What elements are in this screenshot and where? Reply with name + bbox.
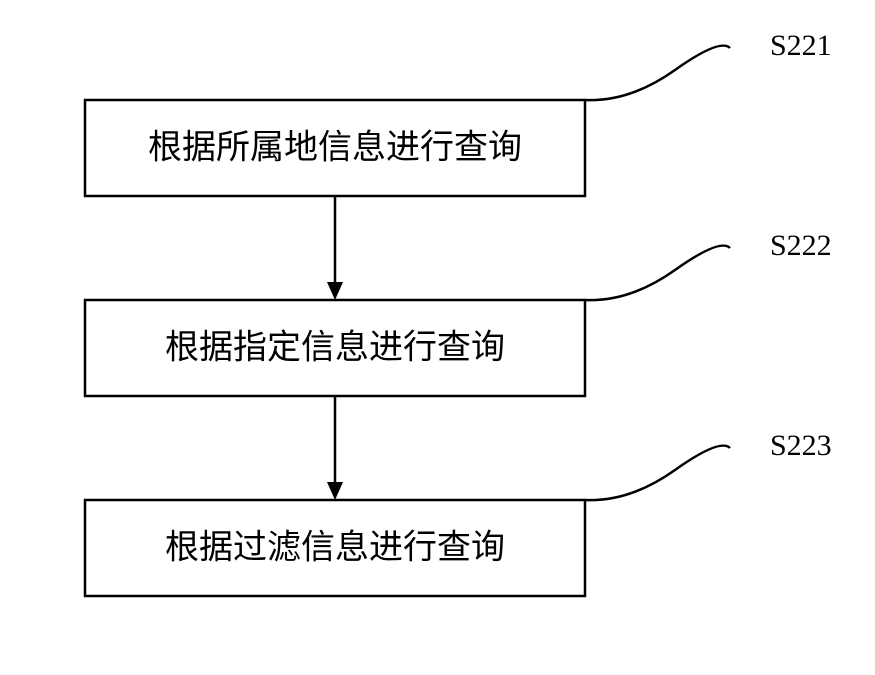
callout-label: S222 [770, 229, 832, 262]
flow-node-text: 根据过滤信息进行查询 [165, 529, 505, 567]
flow-node-n2: 根据指定信息进行查询 [85, 300, 585, 396]
callout-n3: S223 [585, 429, 832, 500]
edge-arrowhead [327, 282, 343, 300]
callout-label: S223 [770, 429, 832, 462]
callout-curve [585, 446, 730, 500]
flow-edge-n1-n2 [327, 196, 343, 300]
flowchart-canvas: 根据所属地信息进行查询根据指定信息进行查询根据过滤信息进行查询 S221 S222 S… [0, 0, 875, 675]
callout-n2: S222 [585, 229, 832, 300]
edge-arrowhead [327, 482, 343, 500]
flow-node-text: 根据指定信息进行查询 [165, 329, 505, 367]
callout-curve [585, 46, 730, 100]
flow-edge-n2-n3 [327, 396, 343, 500]
callout-label: S221 [770, 29, 832, 62]
callout-n1: S221 [585, 29, 832, 100]
callout-curve [585, 246, 730, 300]
flow-node-n3: 根据过滤信息进行查询 [85, 500, 585, 596]
flow-node-n1: 根据所属地信息进行查询 [85, 100, 585, 196]
flow-node-text: 根据所属地信息进行查询 [148, 129, 522, 167]
